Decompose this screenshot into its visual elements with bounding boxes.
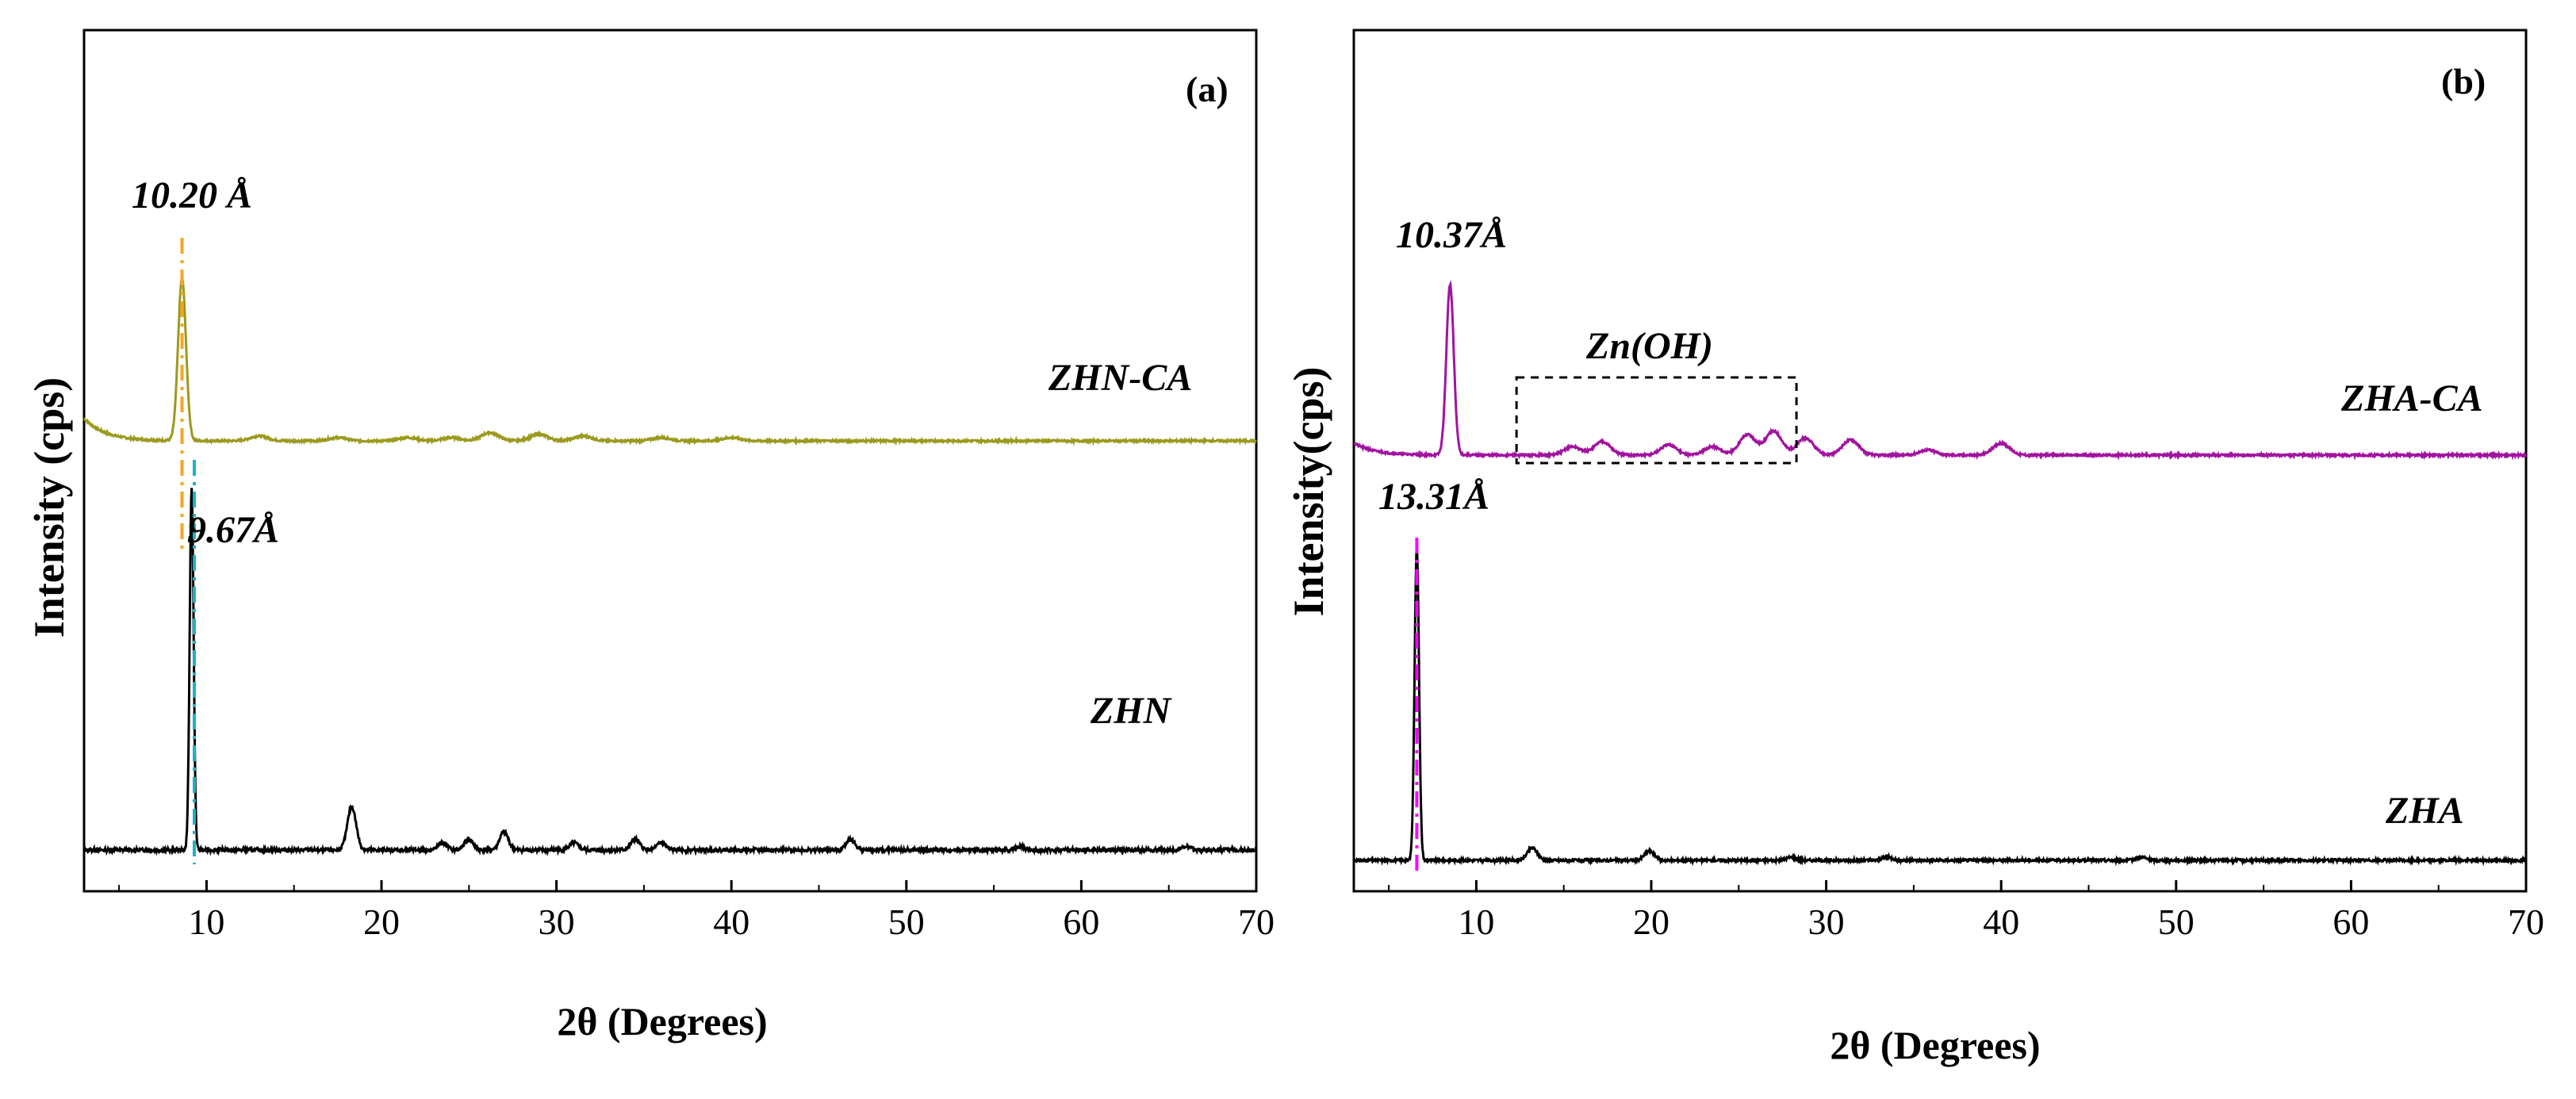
x-tick-label: 20: [1633, 902, 1669, 942]
x-tick-label: 30: [539, 902, 575, 942]
panel-b-y-axis-title: Intensity(cps): [1285, 366, 1332, 616]
x-tick-label: 50: [2158, 902, 2195, 942]
panel-a-x-axis-title: 2θ (Degrees): [557, 999, 767, 1043]
panel-a-upper-d-spacing: 10.20 Å: [132, 174, 252, 216]
series-line-zhn: [82, 488, 1258, 857]
panel-b-x-ticks: 10 20 30 40 50 60 70: [1388, 880, 2544, 942]
x-tick-label: 30: [1808, 902, 1845, 942]
panel-a-lower-d-spacing: 9.67Å: [187, 509, 279, 551]
panel-b-label: (b): [2441, 61, 2486, 101]
panel-a-series: [82, 275, 1258, 857]
panel-b-frame: [1352, 29, 2528, 893]
panel-a-series-label-zhn-ca: ZHN-CA: [1048, 357, 1192, 399]
x-tick-label: 10: [1458, 902, 1494, 942]
series-line-zha: [1353, 546, 2527, 867]
x-tick-label: 70: [1238, 902, 1275, 942]
x-tick-label: 50: [888, 902, 925, 942]
x-tick-label: 40: [713, 902, 749, 942]
panel-b-upper-d-spacing: 10.37Å: [1396, 214, 1507, 256]
panel-b-x-axis-title: 2θ (Degrees): [1830, 1023, 2040, 1067]
x-tick-label: 60: [1063, 902, 1099, 942]
panel-b-series-label-zha-ca: ZHA-CA: [2340, 377, 2483, 419]
panel-b: 10 20 30 40 50 60 70 (b) 10.37Å 13.31Å Zn(OH) …: [1285, 29, 2544, 1067]
panel-a-label: (a): [1186, 69, 1229, 109]
x-tick-label: 70: [2508, 902, 2544, 942]
x-tick-label: 60: [2333, 902, 2369, 942]
x-tick-label: 40: [1983, 902, 2019, 942]
panel-a-y-axis-title: Intensity (cps): [25, 377, 73, 638]
panel-b-lower-d-spacing: 13.31Å: [1378, 476, 1489, 518]
series-line-zhn-ca: [83, 275, 1257, 446]
panel-b-box-label: Zn(OH): [1585, 325, 1713, 367]
panel-a: 10 20 30 40 50 60 70 (a) 10.20 Å 9.67Å ZHN-CA …: [25, 29, 1275, 1043]
panel-a-x-ticks: 10 20 30 40 50 60 70: [118, 880, 1275, 942]
panel-b-zn-oh-box: [1515, 376, 1798, 465]
panel-a-series-label-zhn: ZHN: [1090, 690, 1173, 732]
panel-a-frame: [82, 29, 1258, 893]
panel-b-series-label-zha: ZHA: [2385, 790, 2464, 832]
series-line-zha-ca: [1353, 279, 2527, 461]
x-tick-label: 20: [363, 902, 400, 942]
x-tick-label: 10: [188, 902, 224, 942]
panel-b-series: [1353, 279, 2527, 867]
